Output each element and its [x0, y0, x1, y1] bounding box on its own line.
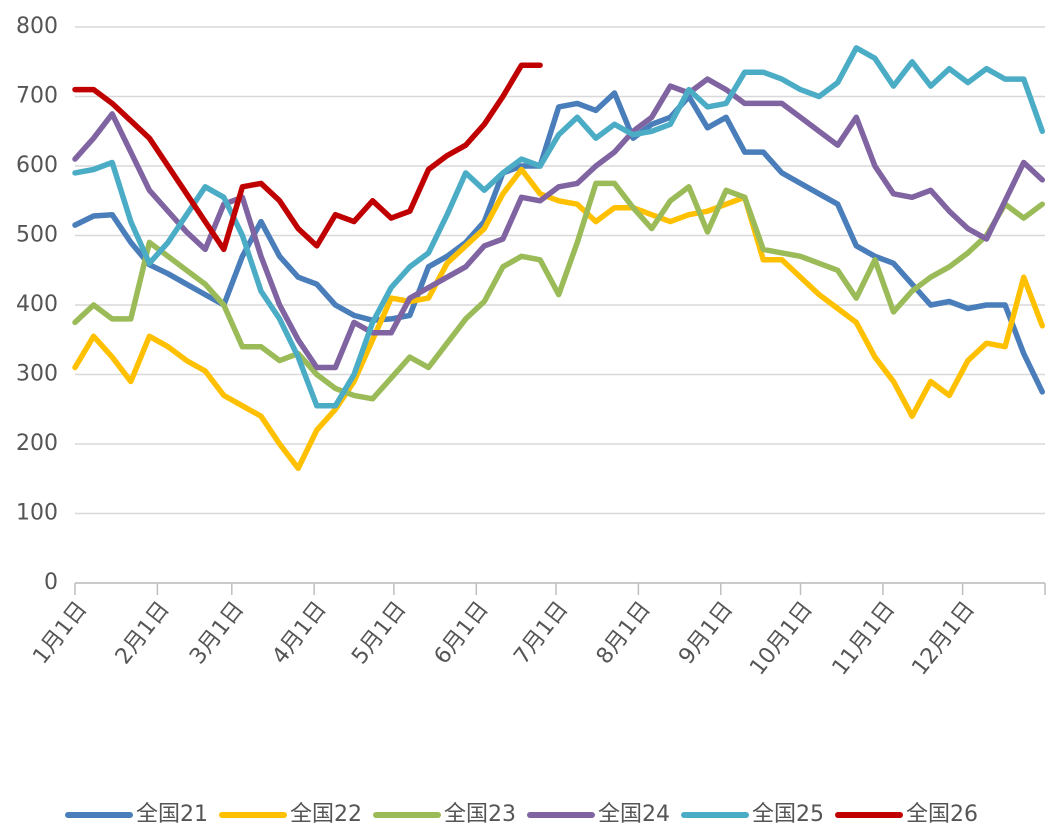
series-line	[72, 45, 1046, 409]
legend-label: 全国21	[136, 802, 208, 827]
series-line	[72, 76, 1046, 371]
y-tick-label: 0	[44, 570, 58, 595]
legend-label: 全国23	[444, 802, 516, 827]
legend-label: 全国25	[752, 802, 824, 827]
legend-label: 全国22	[290, 802, 362, 827]
x-tick-label: 12月1日	[907, 597, 980, 680]
y-tick-label: 500	[16, 223, 58, 248]
series-line	[72, 62, 543, 253]
x-tick-label: 6月1日	[430, 597, 494, 669]
x-tick-label: 5月1日	[347, 597, 411, 669]
x-tick-label: 1月1日	[28, 597, 92, 669]
y-tick-label: 200	[16, 431, 58, 456]
x-tick-label: 4月1日	[268, 597, 332, 669]
x-tick-label: 7月1日	[509, 597, 573, 669]
legend-label: 全国26	[906, 802, 978, 827]
series-line	[72, 166, 1046, 472]
y-tick-label: 400	[16, 292, 58, 317]
x-tick-label: 3月1日	[185, 597, 249, 669]
y-tick-label: 100	[16, 501, 58, 526]
x-tick-label: 8月1日	[592, 597, 656, 669]
y-tick-label: 700	[16, 84, 58, 109]
y-tick-label: 800	[16, 14, 58, 39]
series-line	[72, 180, 1046, 402]
series-line	[72, 90, 1046, 395]
x-tick-label: 9月1日	[674, 597, 738, 669]
legend-label: 全国24	[598, 802, 670, 827]
x-tick-label: 11月1日	[828, 597, 901, 680]
y-tick-label: 600	[16, 153, 58, 178]
x-tick-label: 2月1日	[111, 597, 175, 669]
x-tick-label: 10月1日	[745, 597, 818, 680]
y-tick-label: 300	[16, 362, 58, 387]
